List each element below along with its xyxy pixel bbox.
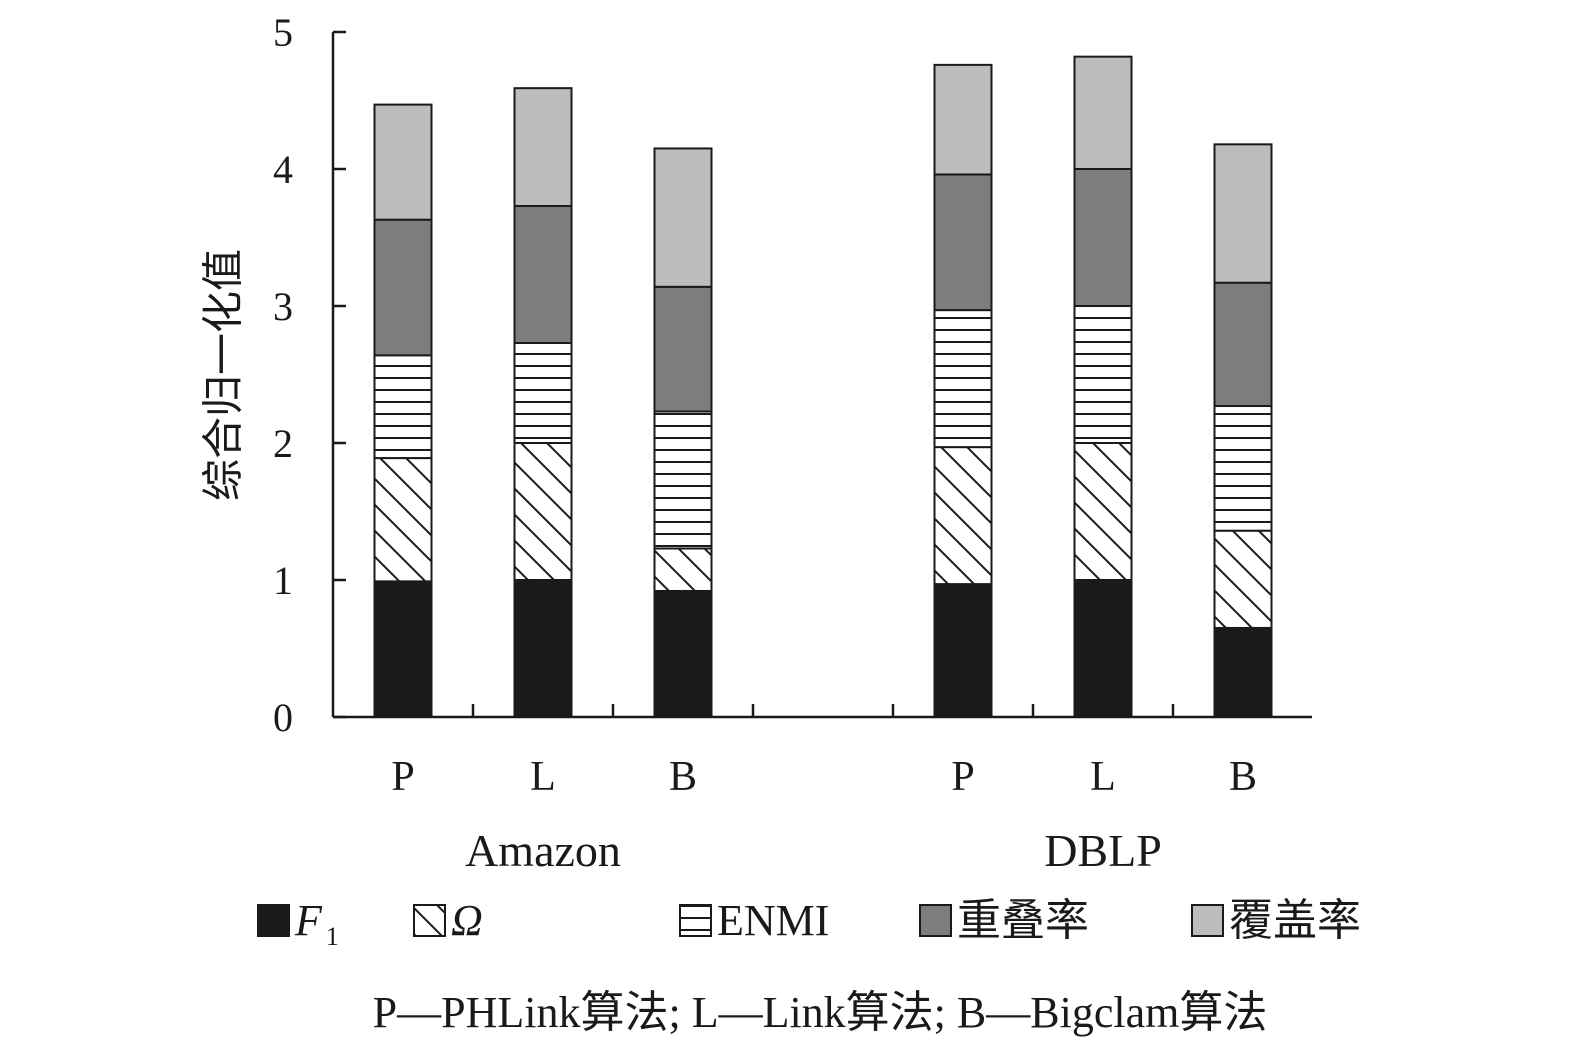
bar-segment-coverage-amazon-p xyxy=(373,103,433,221)
legend-swatch-omega xyxy=(413,904,446,937)
legend-label-omega: Ω xyxy=(451,896,483,945)
bar-segment-coverage-dblp-l xyxy=(1073,55,1133,170)
bar-segment-overlap-dblp-b xyxy=(1213,281,1273,408)
bar-segment-overlap-amazon-l xyxy=(513,204,573,344)
bar-segment-omega-dblp-b xyxy=(1213,529,1273,629)
bar-segment-overlap-dblp-l xyxy=(1073,168,1133,307)
labels-layer: 0 1 2 3 4 5 P L B P L B Amazon DBLP xyxy=(273,10,1257,876)
bars-layer xyxy=(373,55,1273,719)
legend: F 1 Ω ENMI 重叠率 覆盖率 xyxy=(257,896,1361,951)
y-tick-label: 4 xyxy=(273,147,293,192)
bar-segment-overlap-amazon-b xyxy=(653,285,713,413)
y-tick-label: 0 xyxy=(273,695,293,740)
legend-label-overlap: 重叠率 xyxy=(957,896,1089,945)
legend-label-enmi: ENMI xyxy=(717,896,829,945)
y-tick-label: 3 xyxy=(273,284,293,329)
category-label: L xyxy=(530,754,556,800)
bar-segment-enmi-dblp-p xyxy=(933,309,993,449)
y-axis-label: 综合归一化值 xyxy=(201,249,248,501)
group-label-dblp: DBLP xyxy=(1044,825,1162,876)
bar-segment-enmi-amazon-p xyxy=(373,354,433,460)
bar-segment-enmi-amazon-l xyxy=(513,341,573,444)
category-label: P xyxy=(391,754,414,800)
bar-segment-f1-dblp-p xyxy=(933,583,993,718)
bar-segment-omega-amazon-b xyxy=(653,547,713,592)
bar-segment-coverage-amazon-b xyxy=(653,147,713,288)
category-label: B xyxy=(1229,754,1257,800)
bar-segment-enmi-amazon-b xyxy=(653,410,713,550)
category-label: L xyxy=(1090,754,1116,800)
footnote: P—PHLink算法; L—Link算法; B—Bigclam算法 xyxy=(373,988,1268,1037)
bar-segment-omega-dblp-p xyxy=(933,446,993,586)
bar-segment-coverage-dblp-b xyxy=(1213,143,1273,284)
legend-swatch-enmi xyxy=(679,904,712,937)
group-label-amazon: Amazon xyxy=(465,825,621,876)
bar-segment-f1-amazon-l xyxy=(513,579,573,718)
y-tick-label: 5 xyxy=(273,10,293,55)
legend-swatch-overlap xyxy=(919,904,952,937)
bar-segment-f1-dblp-l xyxy=(1073,579,1133,718)
y-tick-label: 1 xyxy=(273,558,293,603)
bar-segment-coverage-amazon-l xyxy=(513,87,573,207)
category-label: P xyxy=(951,754,974,800)
bar-segment-enmi-dblp-b xyxy=(1213,405,1273,532)
bar-segment-omega-dblp-l xyxy=(1073,442,1133,581)
category-label: B xyxy=(669,754,697,800)
bar-segment-overlap-dblp-p xyxy=(933,173,993,312)
bar-segment-f1-amazon-p xyxy=(373,580,433,718)
bar-segment-coverage-dblp-p xyxy=(933,63,993,176)
legend-swatch-f1 xyxy=(257,904,290,937)
bar-segment-omega-amazon-l xyxy=(513,442,573,581)
legend-swatch-coverage xyxy=(1191,904,1224,937)
bar-segment-f1-amazon-b xyxy=(653,589,713,719)
y-tick-label: 2 xyxy=(273,421,293,466)
bar-segment-overlap-amazon-p xyxy=(373,218,433,357)
bar-segment-f1-dblp-b xyxy=(1213,626,1273,719)
bar-segment-enmi-dblp-l xyxy=(1073,305,1133,444)
legend-label-coverage: 覆盖率 xyxy=(1229,896,1361,945)
bar-segment-omega-amazon-p xyxy=(373,457,433,583)
axes-layer xyxy=(331,30,1312,719)
